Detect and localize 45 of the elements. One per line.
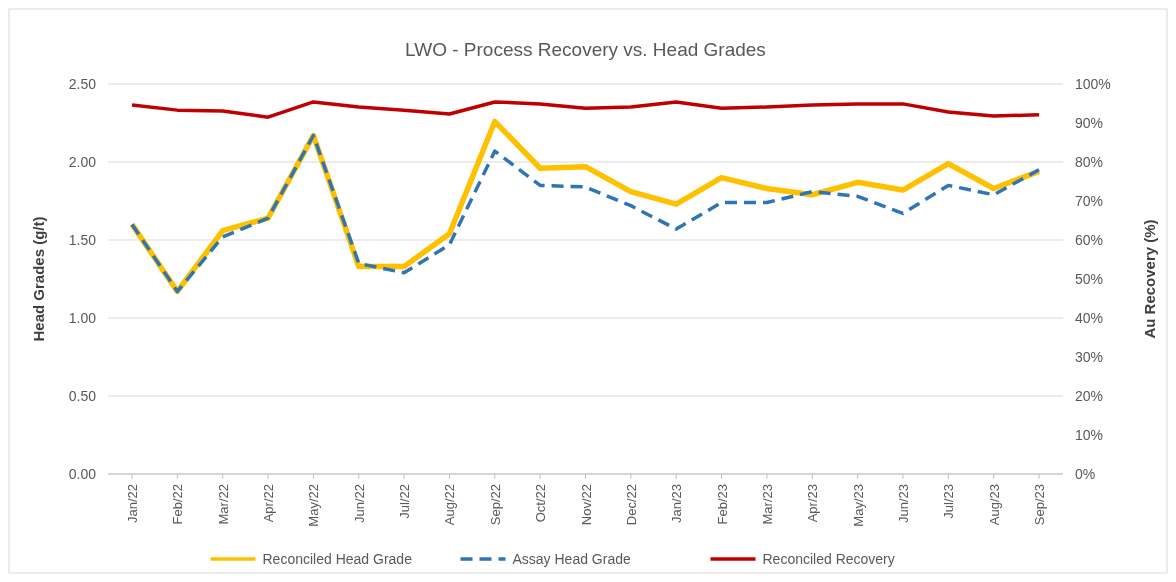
x-tick-label: Nov/22	[578, 484, 594, 526]
y2-tick-label: 50%	[1075, 271, 1104, 287]
y2-tick-label: 10%	[1075, 427, 1104, 443]
x-tick-label: Jan/23	[669, 484, 685, 524]
legend-label: Reconciled Head Grade	[262, 551, 413, 567]
y2-tick-label: 80%	[1075, 154, 1104, 170]
x-tick-label: Feb/23	[714, 484, 730, 525]
x-tick-label: Oct/22	[533, 484, 549, 523]
y-tick-label: 2.00	[68, 154, 97, 170]
y-tick-label: 0.50	[68, 388, 97, 404]
line-series	[130, 100, 1041, 119]
y2-axis-title: Au Recovery (%)	[1141, 219, 1158, 339]
x-tick-label: Jul/23	[941, 484, 957, 519]
y-tick-label: 1.50	[68, 232, 97, 248]
y-tick-label: 0.00	[68, 466, 97, 482]
x-tick-label: Jun/22	[351, 484, 367, 524]
y2-tick-label: 30%	[1075, 349, 1104, 365]
x-tick-label: Feb/22	[170, 484, 186, 525]
y-axis-title: Head Grades (g/t)	[30, 216, 47, 342]
x-tick-label: May/22	[306, 484, 322, 527]
y-tick-label: 1.00	[68, 310, 97, 326]
y2-tick-label: 0%	[1075, 466, 1096, 482]
y2-tick-label: 20%	[1075, 388, 1104, 404]
x-tick-label: Jul/22	[397, 484, 413, 519]
y2-tick-label: 90%	[1075, 115, 1104, 131]
x-tick-label: May/23	[850, 484, 866, 527]
x-tick-label: Jan/22	[125, 484, 140, 524]
y2-tick-label: 100%	[1075, 76, 1111, 92]
x-tick-label: Sep/23	[1032, 484, 1047, 526]
y2-tick-label: 70%	[1075, 193, 1104, 209]
chart-title: LWO - Process Recovery vs. Head Grades	[405, 39, 766, 60]
x-tick-label: Aug/23	[986, 484, 1002, 526]
legend-label: Reconciled Recovery	[762, 551, 895, 567]
y2-tick-label: 60%	[1075, 232, 1104, 248]
x-tick-label: Jun/23	[895, 484, 911, 524]
x-tick-label: Apr/22	[261, 484, 277, 523]
x-tick-label: Sep/22	[487, 484, 503, 526]
x-tick-label: Dec/22	[623, 484, 639, 526]
y2-tick-label: 40%	[1075, 310, 1104, 326]
y-tick-label: 2.50	[68, 76, 97, 92]
legend-label: Assay Head Grade	[512, 551, 631, 567]
x-tick-label: Mar/22	[215, 484, 231, 525]
x-tick-label: Apr/23	[805, 484, 821, 523]
x-tick-label: Mar/23	[759, 484, 775, 525]
x-tick-label: Aug/22	[442, 484, 458, 526]
